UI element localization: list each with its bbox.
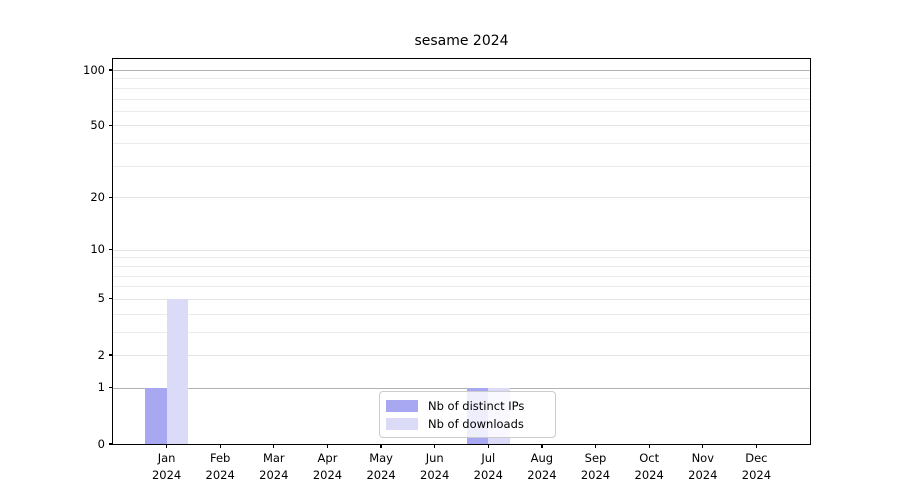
y-tick-label-1: 1 <box>97 380 105 395</box>
bar-downloads-jan <box>166 298 189 444</box>
x-tick-month: Jul <box>481 451 496 465</box>
x-tick-mark-jul <box>487 444 489 449</box>
gridline-60 <box>113 110 810 112</box>
x-tick-label-dec: Dec 2024 <box>725 450 787 483</box>
y-tick-mark-2 <box>108 354 113 356</box>
x-tick-label-jul: Jul 2024 <box>457 450 519 483</box>
x-tick-mark-aug <box>541 444 543 449</box>
gridline-9 <box>113 257 810 259</box>
x-tick-label-jun: Jun 2024 <box>404 450 466 483</box>
gridline-1 <box>113 387 810 389</box>
x-tick-month: Oct <box>639 451 660 465</box>
gridline-10 <box>113 249 810 251</box>
legend-item-1: Nb of downloads <box>386 415 548 433</box>
x-tick-label-jan: Jan 2024 <box>136 450 198 483</box>
x-tick-label-mar: Mar 2024 <box>243 450 305 483</box>
x-tick-month: May <box>369 451 393 465</box>
y-tick-label-10: 10 <box>90 242 105 257</box>
gridline-50 <box>113 125 810 127</box>
gridline-2 <box>113 355 810 356</box>
x-tick-month: Aug <box>530 451 554 465</box>
x-tick-mark-dec <box>755 444 757 449</box>
chart-title: sesame 2024 <box>414 33 509 49</box>
y-tick-mark-20 <box>108 196 113 198</box>
x-tick-year: 2024 <box>580 467 611 482</box>
y-tick-mark-0 <box>108 443 113 445</box>
x-tick-month: Feb <box>210 451 231 465</box>
x-tick-mark-apr <box>326 444 329 449</box>
x-tick-mark-jun <box>434 444 436 449</box>
x-tick-mark-nov <box>702 444 704 449</box>
x-tick-mark-oct <box>648 444 650 449</box>
y-tick-label-20: 20 <box>90 189 105 204</box>
legend: Nb of distinct IPs Nb of downloads <box>379 391 556 438</box>
x-tick-month: Jan <box>157 451 176 465</box>
gridline-7 <box>113 275 810 277</box>
x-tick-month: Apr <box>317 451 338 465</box>
x-tick-month: Dec <box>745 451 768 465</box>
gridline-4 <box>113 313 810 315</box>
y-tick-mark-5 <box>108 298 113 300</box>
legend-label-1: Nb of downloads <box>428 417 524 431</box>
x-tick-month: Jun <box>425 451 444 465</box>
y-tick-label-2: 2 <box>97 347 105 362</box>
gridline-20 <box>113 197 810 199</box>
bar-distinct-ips-jan <box>145 387 167 444</box>
y-tick-label-0: 0 <box>97 436 105 451</box>
x-tick-label-aug: Aug 2024 <box>511 450 573 483</box>
x-tick-year: 2024 <box>473 467 503 482</box>
y-tick-mark-1 <box>108 387 113 389</box>
gridline-100 <box>113 70 810 71</box>
y-tick-label-50: 50 <box>90 117 105 132</box>
plot-area <box>113 59 810 444</box>
gridline-8 <box>113 265 810 267</box>
x-tick-month: Mar <box>262 451 285 465</box>
x-tick-month: Sep <box>584 451 607 465</box>
y-tick-mark-100 <box>108 69 113 71</box>
x-tick-year: 2024 <box>151 467 182 482</box>
x-tick-mark-sep <box>594 444 597 449</box>
x-tick-mark-mar <box>273 444 275 449</box>
legend-item-0: Nb of distinct IPs <box>386 397 548 415</box>
x-tick-label-oct: Oct 2024 <box>618 450 680 483</box>
gridline-3 <box>113 331 810 333</box>
x-tick-label-sep: Sep 2024 <box>565 450 627 483</box>
x-tick-year: 2024 <box>312 467 343 482</box>
gridline-6 <box>113 286 810 288</box>
x-tick-year: 2024 <box>366 467 396 482</box>
gridline-70 <box>113 98 810 100</box>
x-tick-label-nov: Nov 2024 <box>672 450 734 483</box>
gridline-5 <box>113 298 810 300</box>
gridline-90 <box>113 78 810 80</box>
legend-swatch-1 <box>386 418 418 430</box>
gridline-30 <box>113 165 810 167</box>
y-tick-label-5: 5 <box>97 291 105 306</box>
x-tick-mark-feb <box>219 444 221 449</box>
x-tick-label-may: May 2024 <box>350 450 412 483</box>
y-tick-mark-10 <box>108 249 113 251</box>
gridline-40 <box>113 143 810 145</box>
x-tick-year: 2024 <box>205 467 235 482</box>
x-tick-mark-may <box>380 444 382 449</box>
gridline-80 <box>113 87 810 89</box>
x-tick-year: 2024 <box>741 467 772 482</box>
x-tick-mark-jan <box>166 444 168 449</box>
x-tick-month: Nov <box>691 451 715 465</box>
legend-swatch-0 <box>386 400 418 412</box>
x-tick-year: 2024 <box>634 467 664 482</box>
x-tick-label-feb: Feb 2024 <box>189 450 251 483</box>
x-tick-year: 2024 <box>527 467 557 482</box>
x-tick-year: 2024 <box>688 467 718 482</box>
x-tick-year: 2024 <box>420 467 450 482</box>
x-tick-label-apr: Apr 2024 <box>297 450 359 483</box>
y-tick-label-100: 100 <box>83 62 105 77</box>
legend-label-0: Nb of distinct IPs <box>428 399 525 413</box>
y-tick-mark-50 <box>108 124 113 127</box>
x-tick-year: 2024 <box>259 467 289 482</box>
